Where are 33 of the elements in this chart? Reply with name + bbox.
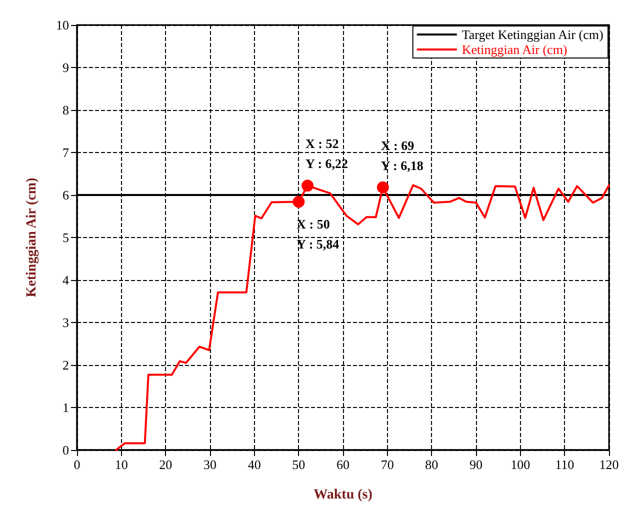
- y-tick-label: 5: [62, 230, 69, 245]
- x-tick-label: 50: [292, 457, 306, 472]
- x-axis-title: Waktu (s): [314, 488, 373, 502]
- annotation: X : 52 Y : 6,22: [306, 136, 348, 172]
- x-tick-label: 110: [555, 457, 574, 472]
- y-tick-label: 7: [62, 145, 70, 160]
- y-tick-label: 2: [62, 358, 69, 372]
- y-tick-label: 6: [62, 188, 70, 202]
- x-tick-label: 70: [380, 457, 394, 472]
- legend-label: Ketinggian Air (cm): [462, 42, 568, 57]
- point: [376, 181, 389, 194]
- y-tick-label: 1: [62, 400, 69, 415]
- y-tick-label: 4: [62, 272, 70, 288]
- x-tick-label: 20: [159, 457, 172, 472]
- x-tick-label: 40: [248, 457, 261, 472]
- point: [292, 196, 305, 208]
- y-tick-label: 8: [62, 102, 69, 118]
- x-tick-label: 60: [336, 457, 350, 472]
- y-tick-label: 9: [62, 60, 69, 75]
- point: [302, 180, 314, 192]
- legend-label: Target Ketinggian Air (cm): [462, 27, 604, 42]
- y-tick-label: 3: [62, 315, 69, 330]
- y-tick-label: 0: [62, 442, 69, 458]
- x-tick-label: 10: [114, 457, 128, 472]
- x-tick-label: 80: [425, 457, 438, 472]
- x-tick-label: 0: [74, 457, 80, 472]
- x-tick-label: 30: [204, 457, 216, 472]
- x-tick-label: 100: [510, 457, 530, 472]
- annotation: X : 50 Y : 5,84: [296, 216, 340, 252]
- x-tick-label: 90: [470, 457, 482, 472]
- y-axis-title: Ketinggian Air (cm): [24, 177, 40, 298]
- y-tick-label: 10: [56, 18, 69, 32]
- x-tick-label: 120: [599, 457, 619, 472]
